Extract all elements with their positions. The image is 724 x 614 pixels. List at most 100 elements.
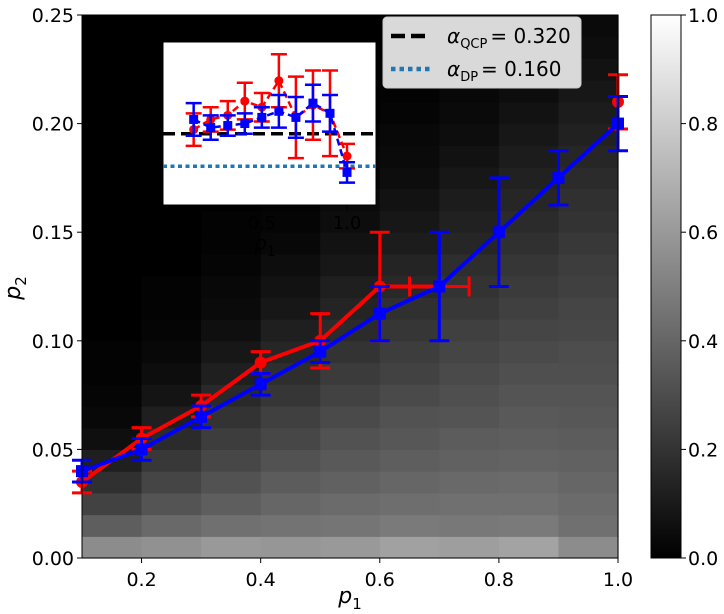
heatmap-cell — [82, 253, 143, 277]
heatmap-cell — [260, 536, 321, 559]
heatmap-cell — [141, 275, 202, 298]
heatmap-cell — [320, 449, 381, 472]
heatmap-cell — [141, 471, 202, 494]
y-tick-label: 0.0 — [127, 189, 156, 210]
heatmap-cell — [82, 275, 143, 298]
inset-series-line — [193, 78, 349, 157]
data-point — [274, 76, 284, 86]
heatmap-cell — [320, 210, 381, 233]
data-point — [240, 119, 250, 128]
heatmap-cell — [558, 492, 619, 516]
heatmap-cell — [82, 15, 143, 38]
heatmap-cell — [320, 297, 381, 320]
heatmap-cell — [498, 384, 560, 407]
y-tick-label: 0.2 — [127, 148, 156, 169]
heatmap-cell — [439, 123, 500, 146]
heatmap-cell — [141, 514, 202, 537]
heatmap-cell — [439, 427, 500, 450]
inset-background — [162, 41, 377, 206]
heatmap-cell — [379, 101, 440, 125]
heatmap-cell — [439, 362, 500, 385]
heatmap-cell — [260, 210, 321, 233]
y-tick-label: 0.00 — [32, 548, 74, 570]
x-tick-label: 0.5 — [248, 213, 277, 234]
heatmap-cell — [379, 384, 440, 407]
heatmap-cell — [379, 253, 440, 277]
heatmap-cell — [82, 232, 143, 255]
heatmap-cell — [379, 405, 440, 429]
heatmap-cell — [82, 492, 143, 516]
data-point — [254, 378, 267, 391]
heatmap-cell — [558, 232, 619, 255]
inset-y-axis-label: α — [97, 117, 121, 130]
heatmap-cell — [82, 471, 143, 494]
heatmap-cell — [379, 319, 440, 342]
heatmap-cell — [141, 362, 202, 385]
heatmap-cell — [320, 405, 381, 429]
heatmap-cell — [260, 449, 321, 472]
data-point — [257, 112, 267, 122]
heatmap-cell — [558, 167, 619, 190]
heatmap-cell — [379, 210, 440, 233]
heatmap-cell — [320, 362, 381, 385]
data-point — [223, 121, 233, 131]
colorbar-ticks: 0.0 0.2 0.4 0.6 0.8 1.0 — [681, 5, 718, 570]
heatmap-cell — [82, 384, 143, 407]
heatmap-cell — [379, 297, 440, 320]
data-point — [206, 123, 216, 133]
heatmap-cell — [558, 340, 619, 364]
series-line — [81, 122, 620, 473]
heatmap-cell — [141, 536, 202, 559]
data-point — [342, 167, 352, 177]
heatmap-cell — [82, 297, 143, 320]
heatmap-cell — [439, 405, 500, 429]
heatmap-cell — [498, 449, 560, 472]
heatmap-cell — [558, 405, 619, 429]
heatmap-cell — [498, 427, 560, 450]
heatmap-cell — [379, 449, 440, 472]
heatmap-cell — [201, 405, 262, 429]
heatmap-cell — [498, 492, 560, 516]
heatmap-cell — [320, 514, 381, 537]
heatmap-cell — [82, 362, 143, 385]
heatmap-cell — [260, 275, 321, 298]
heatmap-cell — [379, 362, 440, 385]
heatmap-cell — [439, 340, 500, 364]
heatmap-cell — [379, 145, 440, 168]
heatmap-cell — [379, 340, 440, 364]
data-point — [274, 106, 284, 116]
heatmap-cell — [558, 449, 619, 472]
heatmap-cell — [260, 15, 321, 38]
data-point — [433, 280, 446, 293]
heatmap-cell — [260, 514, 321, 537]
heatmap-cell — [498, 101, 560, 125]
heatmap-cell — [260, 253, 321, 277]
x-tick-label: 0.8 — [484, 569, 514, 591]
heatmap-cell — [141, 427, 202, 450]
heatmap-cell — [82, 514, 143, 537]
inset-x-axis-label: p1 — [253, 231, 276, 260]
heatmap-cell — [82, 80, 143, 103]
x-tick-label: 0.2 — [126, 569, 156, 591]
heatmap-cell — [439, 384, 500, 407]
heatmap-cell — [320, 471, 381, 494]
inset-series — [185, 52, 356, 184]
colorbar-tick-label: 0.0 — [688, 548, 718, 570]
heatmap-cell — [82, 319, 143, 342]
data-point — [254, 356, 267, 369]
heatmap-cell — [82, 167, 143, 190]
heatmap-cell — [82, 101, 143, 125]
heatmap-cell — [439, 471, 500, 494]
main-y-axis-label: p2 — [1, 276, 30, 301]
heatmap-cell — [379, 123, 440, 146]
heatmap-cell — [82, 145, 143, 168]
heatmap-cell — [82, 405, 143, 429]
heatmap-cell — [141, 384, 202, 407]
colorbar-tick-label: 0.8 — [688, 114, 718, 136]
heatmap-cell — [558, 275, 619, 298]
data-point — [195, 410, 208, 423]
legend-qcp-label: αQCP = 0.320 — [447, 24, 571, 52]
y-tick-label: 0.4 — [127, 107, 156, 128]
main-plot-frame — [81, 14, 619, 559]
